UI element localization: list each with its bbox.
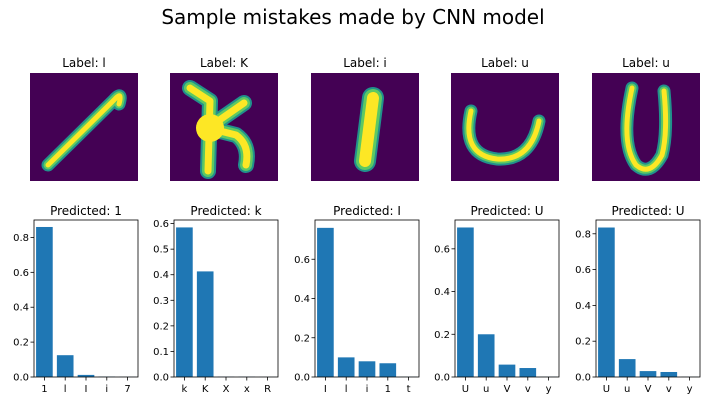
y-tick-label: 0.4	[434, 287, 450, 298]
y-tick-label: 0.4	[294, 294, 310, 305]
x-tick-label: I	[85, 384, 88, 395]
bar	[660, 371, 678, 377]
bar	[477, 334, 495, 377]
plot-frame	[173, 219, 279, 378]
y-tick-label: 0.0	[294, 373, 310, 384]
y-tick-label: 0.0	[575, 373, 591, 384]
x-tick-label: u	[624, 384, 630, 395]
y-tick-label: 0.2	[13, 338, 29, 349]
sample-image-u-tall	[592, 73, 700, 181]
y-tick-label: 0.5	[153, 245, 169, 256]
x-tick-label: X	[223, 384, 230, 395]
bar	[457, 227, 474, 377]
x-tick-label: k	[182, 384, 188, 395]
y-tick-label: 0.4	[153, 270, 169, 281]
x-tick-label: l	[345, 384, 348, 395]
bar	[196, 271, 214, 377]
bar	[337, 357, 355, 377]
y-tick-label: 0.2	[575, 337, 591, 348]
y-tick-label: 0.6	[13, 268, 29, 279]
x-tick-label: y	[546, 384, 552, 395]
bar	[36, 226, 53, 377]
x-tick-label: I	[324, 384, 327, 395]
sample-label-title: Label: l	[62, 56, 106, 70]
plot-frame	[314, 219, 420, 378]
figure-title: Sample mistakes made by CNN model	[161, 5, 545, 29]
x-tick-label: l	[64, 384, 67, 395]
sample-label-title: Label: u	[481, 56, 529, 70]
y-tick-label: 0.2	[434, 330, 450, 341]
sample-label-title: Label: i	[343, 56, 387, 70]
bar	[618, 359, 636, 377]
x-tick-label: x	[244, 384, 250, 395]
x-tick-label: i	[366, 384, 369, 395]
y-tick-label: 0.0	[434, 373, 450, 384]
bar	[519, 368, 537, 377]
y-tick-label: 0.3	[153, 296, 169, 307]
plot-frame	[595, 219, 701, 378]
chart-title: Predicted: k	[190, 204, 262, 218]
plot-frame	[33, 219, 139, 378]
x-tick-label: 1	[385, 384, 391, 395]
y-tick-label: 0.4	[575, 301, 591, 312]
x-tick-label: R	[264, 384, 271, 395]
sample-label-title: Label: K	[199, 56, 249, 70]
x-tick-label: V	[504, 384, 511, 395]
chart-title: Predicted: I	[333, 204, 401, 218]
bar	[317, 227, 334, 377]
chart-title: Predicted: 1	[50, 204, 122, 218]
sample-image-u	[451, 73, 559, 181]
y-tick-label: 0.0	[153, 373, 169, 384]
x-tick-label: y	[687, 384, 693, 395]
x-tick-label: 1	[41, 384, 47, 395]
x-tick-label: v	[666, 384, 672, 395]
chart-title: Predicted: U	[470, 204, 544, 218]
y-tick-label: 0.6	[294, 255, 310, 266]
sample-image-k	[170, 73, 278, 181]
x-tick-label: 7	[124, 384, 130, 395]
y-tick-label: 0.2	[294, 333, 310, 344]
y-tick-label: 0.8	[575, 229, 591, 240]
bar	[639, 371, 657, 377]
y-tick-label: 0.8	[13, 233, 29, 244]
x-tick-label: V	[645, 384, 652, 395]
sample-image-l	[30, 73, 138, 181]
y-tick-label: 0.6	[153, 219, 169, 230]
sample-label-title: Label: u	[622, 56, 670, 70]
y-tick-label: 0.1	[153, 347, 169, 358]
x-tick-label: K	[202, 384, 209, 395]
y-tick-label: 0.2	[153, 321, 169, 332]
bar	[598, 227, 615, 377]
x-tick-label: u	[483, 384, 489, 395]
sample-image-i	[311, 73, 419, 181]
bar	[358, 361, 376, 377]
bar	[498, 364, 516, 377]
bar	[379, 363, 397, 377]
x-tick-label: t	[407, 384, 411, 395]
y-tick-label: 0.6	[434, 244, 450, 255]
bar	[176, 227, 193, 377]
y-tick-label: 0.4	[13, 303, 29, 314]
bar	[56, 355, 74, 377]
y-tick-label: 0.0	[13, 373, 29, 384]
x-tick-label: i	[105, 384, 108, 395]
x-tick-label: U	[462, 384, 469, 395]
chart-title: Predicted: U	[611, 204, 685, 218]
bar	[77, 374, 95, 377]
x-tick-label: v	[525, 384, 531, 395]
plot-frame	[454, 219, 560, 378]
x-tick-label: U	[603, 384, 610, 395]
y-tick-label: 0.6	[575, 265, 591, 276]
